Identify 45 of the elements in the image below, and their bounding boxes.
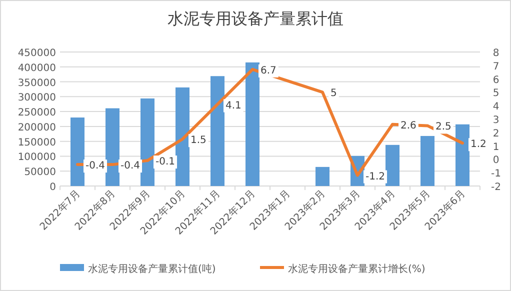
data-label: -0.4 (120, 160, 140, 172)
bar (70, 118, 84, 186)
bar (386, 144, 400, 186)
y2-tick-label: 3 (492, 115, 500, 126)
y2-tick-label: -1 (491, 168, 501, 180)
y2-tick-label: -2 (491, 182, 501, 193)
y-tick-label: 150000 (18, 137, 56, 148)
y-tick-label: 250000 (18, 108, 56, 119)
bar (176, 87, 190, 186)
y2-tick-label: 4 (492, 102, 500, 113)
bar (210, 76, 224, 186)
y2-tick-label: 7 (492, 61, 500, 72)
y-tick-label: 300000 (18, 92, 56, 104)
y-tick-label: 200000 (18, 122, 56, 134)
legend-label: 水泥专用设备产量累计值(吨) (88, 263, 216, 275)
bar (106, 108, 120, 186)
bar (456, 124, 470, 186)
bar (316, 166, 330, 186)
y2-tick-label: 2 (492, 128, 500, 140)
y-tick-label: 350000 (18, 78, 56, 89)
y-tick-label: 100000 (18, 152, 56, 164)
y-tick-label: 50000 (24, 167, 56, 178)
y2-tick-label: 5 (492, 88, 500, 100)
data-label: 1.2 (470, 139, 486, 150)
y2-tick-label: 6 (492, 74, 500, 86)
bar (140, 98, 154, 186)
y2-tick-label: 1 (492, 142, 500, 153)
y-tick-label: 0 (50, 182, 56, 193)
legend-label: 水泥专用设备产量累计增长(%) (288, 263, 426, 275)
data-label: -0.4 (86, 160, 106, 172)
data-label: 1.5 (190, 135, 206, 146)
y2-tick-label: 0 (492, 155, 500, 166)
y-tick-label: 400000 (18, 62, 56, 74)
data-label: 5 (330, 88, 337, 100)
data-label: 2.6 (400, 120, 416, 132)
bar (246, 62, 260, 186)
data-label: 2.5 (436, 122, 452, 133)
data-label: -1.2 (366, 171, 386, 182)
data-label: 4.1 (226, 100, 242, 112)
data-label: -0.1 (156, 156, 176, 168)
y-tick-label: 450000 (18, 48, 56, 59)
data-label: 6.7 (260, 65, 276, 76)
chart-title: 水泥专用设备产量累计值 (168, 9, 344, 28)
y2-tick-label: 8 (492, 48, 500, 59)
bar (420, 136, 434, 186)
